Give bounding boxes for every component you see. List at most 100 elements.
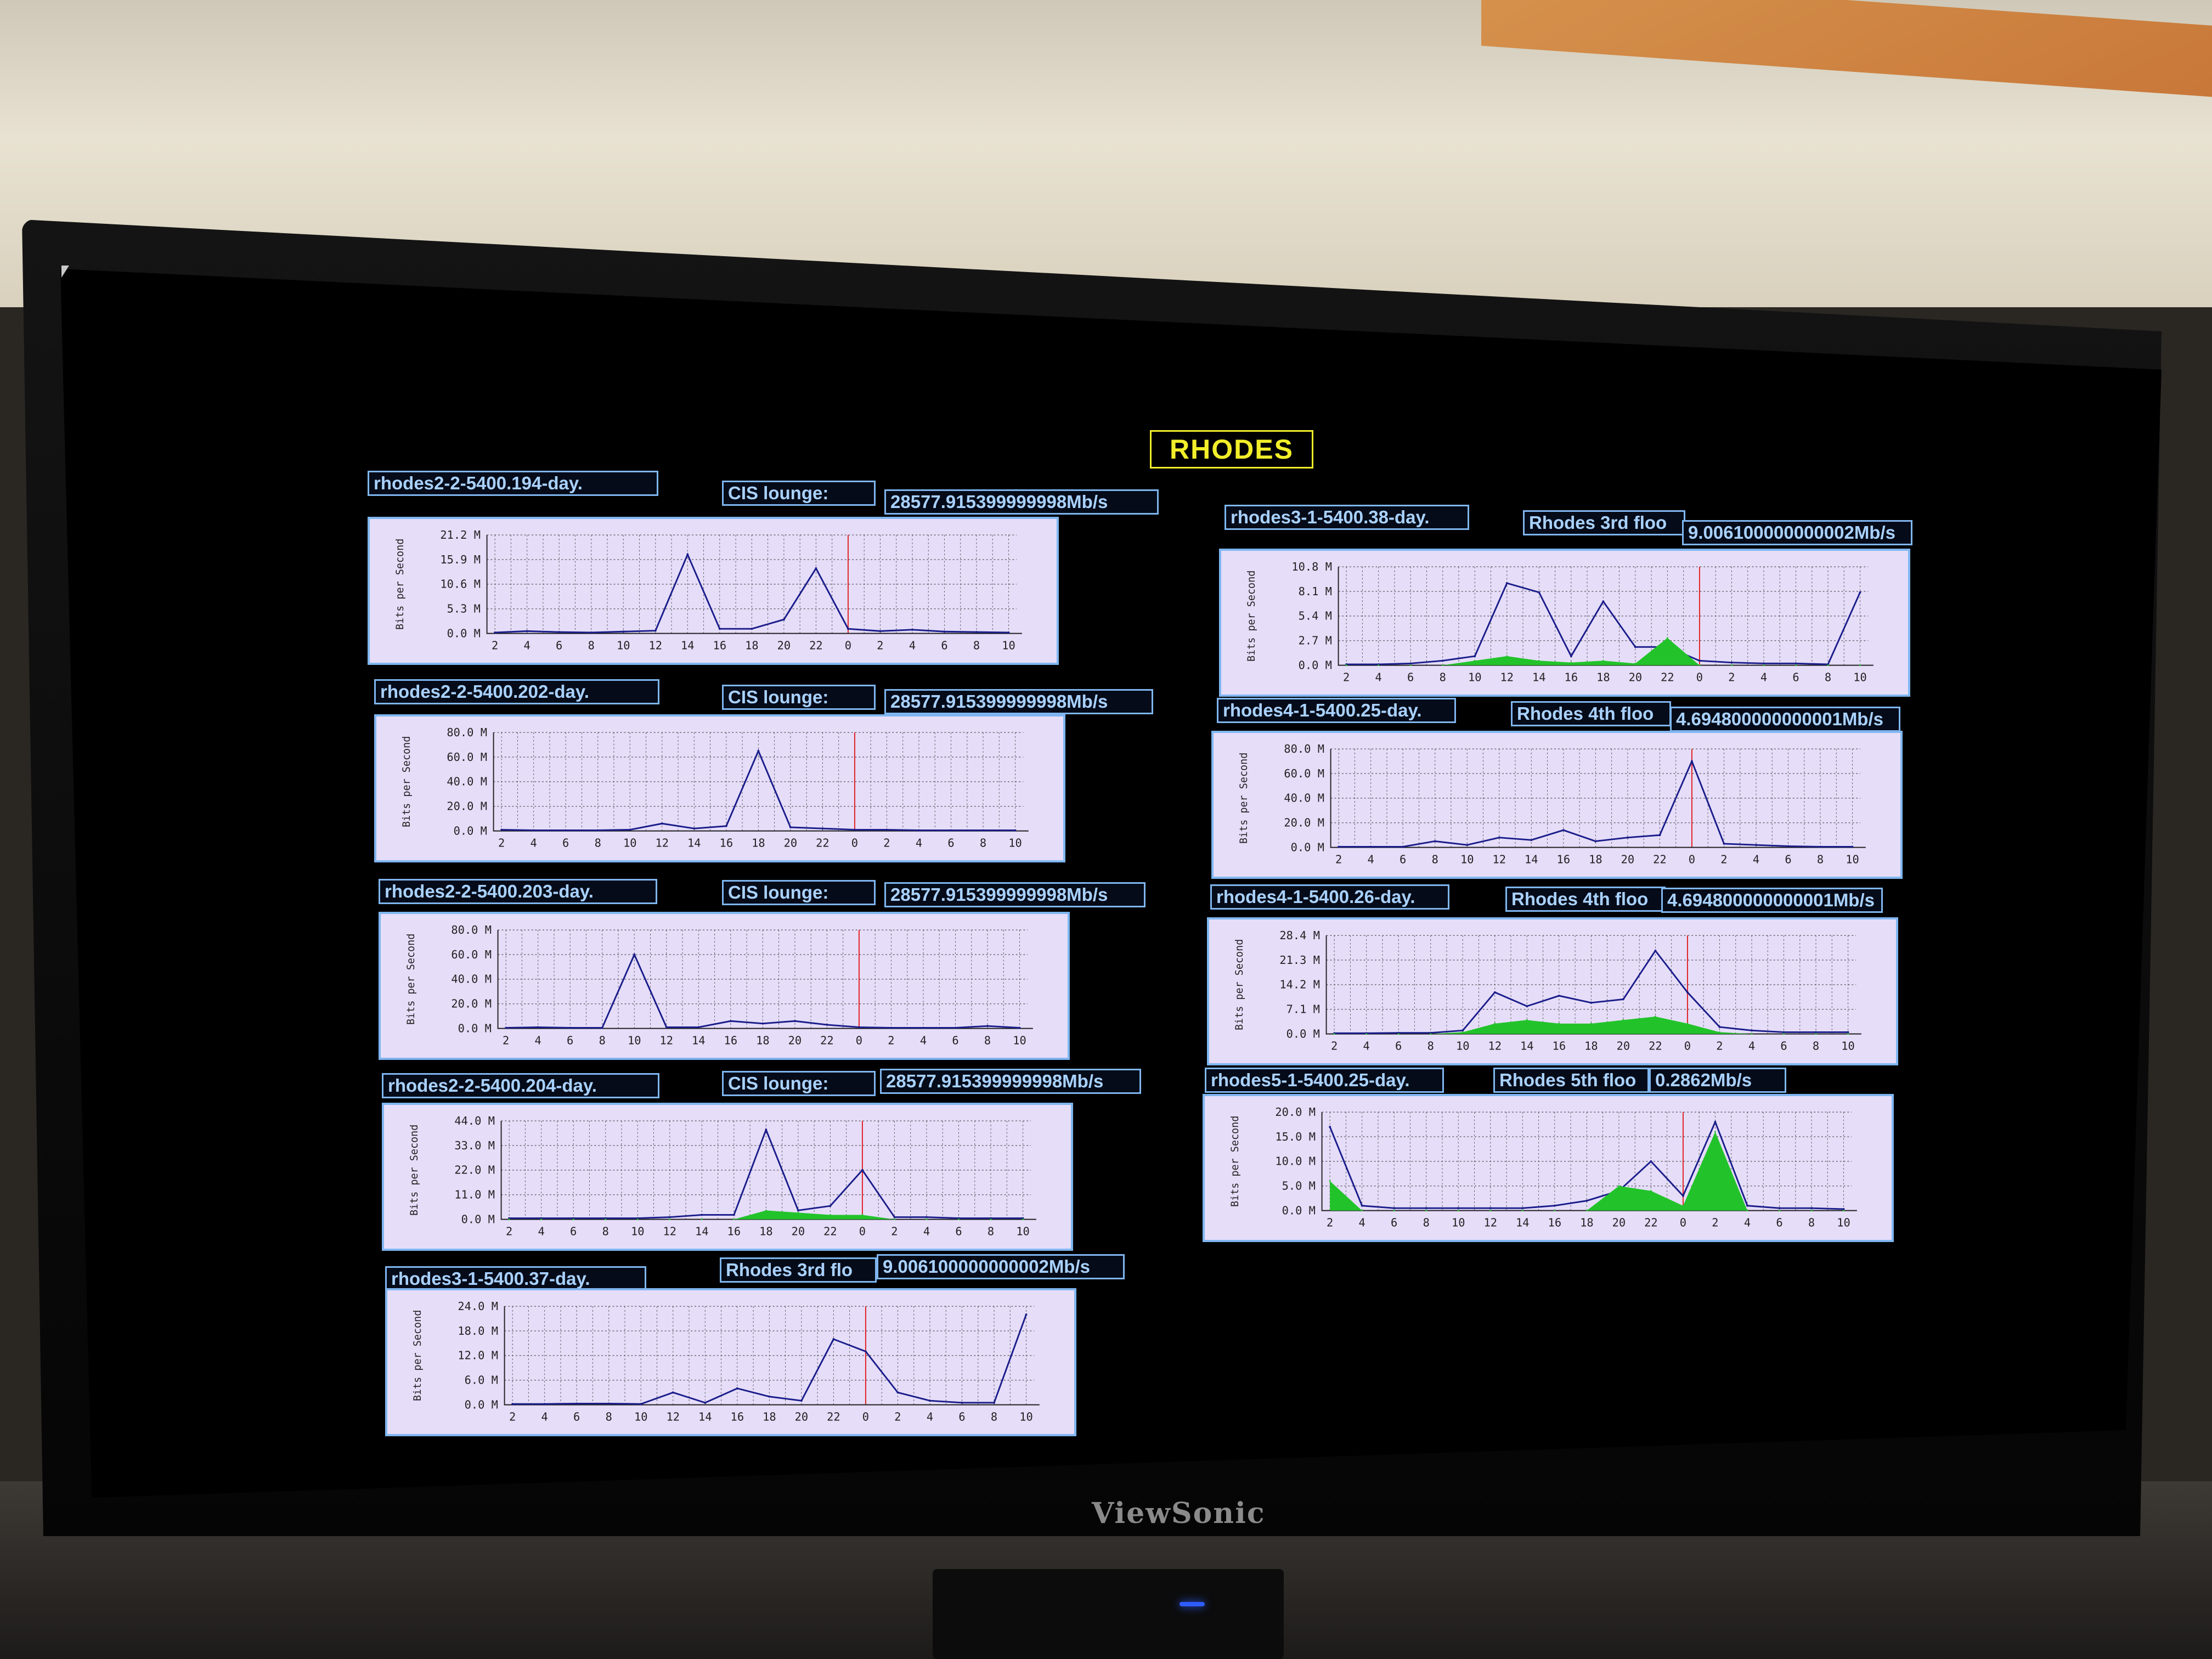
x-tick-label: 6 [1395, 1040, 1402, 1053]
x-tick-label: 10 [623, 837, 637, 850]
y-tick-label: 0.0 M [458, 1022, 492, 1035]
x-tick-label: 8 [1813, 1040, 1819, 1053]
x-tick-label: 8 [1427, 1040, 1434, 1053]
data-point [1025, 1313, 1028, 1316]
data-point [1851, 845, 1854, 848]
x-tick-label: 0 [856, 1034, 862, 1047]
data-point [1594, 840, 1597, 843]
data-point [861, 1169, 864, 1171]
data-point [736, 1387, 738, 1390]
x-tick-label: 14 [692, 1034, 706, 1047]
data-point [1763, 664, 1765, 667]
data-point [1650, 1190, 1652, 1192]
y-tick-label: 0.0 M [1282, 1204, 1316, 1217]
y-axis-title: Bits per Second [412, 1310, 424, 1401]
data-point [629, 828, 631, 831]
data-point [751, 628, 753, 630]
y-tick-label: 0.0 M [1286, 1027, 1320, 1040]
data-point [1345, 664, 1347, 667]
x-tick-label: 16 [1557, 853, 1571, 866]
y-tick-label: 60.0 M [1284, 767, 1324, 780]
y-tick-label: 0.0 M [1291, 840, 1324, 854]
x-tick-label: 18 [1596, 671, 1610, 684]
x-tick-label: 8 [984, 1034, 991, 1047]
x-tick-label: 6 [955, 1225, 962, 1238]
x-tick-label: 10 [1837, 1216, 1850, 1229]
graph-axes [1330, 749, 1866, 848]
data-point [943, 630, 946, 633]
graph-axes [493, 732, 1029, 832]
data-point [1730, 661, 1733, 664]
panel-id-label: rhodes2-2-5400.203-day. [379, 879, 657, 904]
data-point [633, 953, 636, 956]
x-tick-label: 12 [1500, 671, 1514, 684]
data-point [1699, 664, 1701, 667]
x-tick-label: 16 [731, 1410, 744, 1424]
y-tick-label: 40.0 M [451, 973, 492, 986]
data-point [575, 1402, 578, 1405]
x-tick-label: 22 [1653, 853, 1667, 866]
y-axis-title: Bits per Second [409, 1125, 420, 1216]
x-tick-label: 4 [1760, 671, 1767, 684]
x-tick-label: 2 [1331, 1040, 1338, 1053]
data-point [1686, 1023, 1689, 1025]
data-point [1634, 646, 1637, 648]
x-tick-label: 16 [720, 837, 733, 850]
data-point [1526, 1005, 1528, 1008]
x-tick-label: 16 [1565, 671, 1578, 684]
data-point [1602, 659, 1604, 662]
x-tick-label: 0 [1680, 1216, 1686, 1229]
data-point [990, 1218, 992, 1221]
x-tick-label: 2 [883, 837, 890, 850]
traffic-graph: Bits per Second 28.4 M 21.3 M 14.2 M 7.1 M 0.… [1207, 917, 1898, 1065]
data-point [661, 822, 663, 825]
data-point [1462, 1029, 1464, 1032]
monitor-brand: ViewSonic [1092, 1497, 1266, 1530]
traffic-graph: Bits per Second 24.0 M 18.0 M 12.0 M 6.0 M 0.… [385, 1288, 1076, 1436]
y-axis-title: Bits per Second [1234, 939, 1245, 1030]
data-point [853, 828, 856, 831]
x-tick-label: 20 [788, 1034, 802, 1047]
x-tick-label: 6 [1780, 1040, 1787, 1053]
data-point [757, 749, 760, 752]
data-point [1778, 1207, 1781, 1210]
data-point [704, 1401, 707, 1404]
data-point [896, 1391, 899, 1394]
x-tick-label: 6 [958, 1410, 965, 1424]
data-point [1493, 991, 1496, 994]
x-tick-label: 12 [663, 1225, 677, 1238]
data-point [1562, 829, 1565, 832]
y-tick-label: 28.4 M [1279, 929, 1320, 942]
x-tick-label: 18 [763, 1410, 776, 1424]
data-point [1378, 664, 1380, 667]
x-tick-label: 2 [888, 1034, 894, 1047]
y-tick-label: 20.0 M [451, 997, 492, 1011]
x-tick-label: 6 [1785, 853, 1791, 866]
x-tick-label: 8 [602, 1225, 609, 1238]
x-tick-label: 12 [1488, 1040, 1502, 1053]
data-point [1442, 664, 1444, 667]
x-tick-label: 18 [745, 639, 759, 652]
data-point [954, 1026, 957, 1029]
x-tick-label: 20 [1621, 853, 1635, 866]
y-axis-title: Bits per Second [405, 934, 417, 1025]
graph-svg: Bits per Second 21.2 M 15.9 M 10.6 M 5.3 M 0.… [394, 528, 1022, 652]
data-point [558, 631, 561, 634]
x-tick-label: 18 [1589, 853, 1602, 866]
data-point [1622, 998, 1624, 1001]
panel-id-label: rhodes2-2-5400.202-day. [374, 679, 659, 704]
data-point [1755, 844, 1757, 847]
panel-location-label: CIS lounge: [722, 880, 876, 905]
data-point [1681, 1194, 1684, 1197]
x-tick-label: 10 [1016, 1225, 1030, 1238]
data-point [1365, 1033, 1368, 1035]
x-tick-label: 18 [756, 1034, 770, 1047]
x-tick-label: 6 [570, 1225, 577, 1238]
data-point [543, 1403, 546, 1406]
y-tick-label: 5.0 M [1282, 1180, 1316, 1193]
data-point [929, 1400, 931, 1402]
y-tick-label: 12.0 M [458, 1349, 498, 1362]
